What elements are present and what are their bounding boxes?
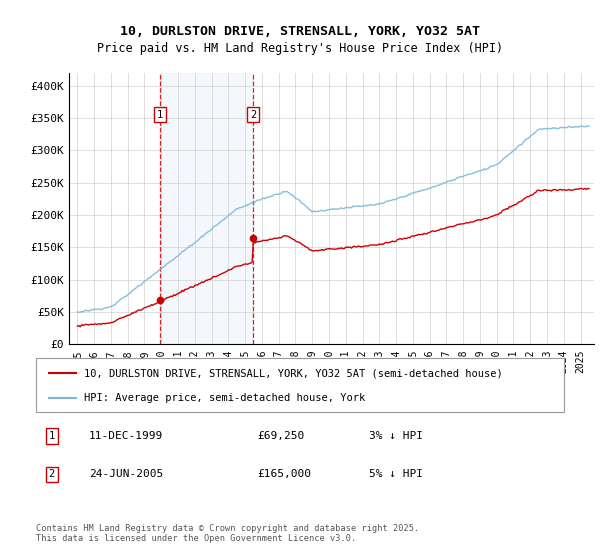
Text: 5% ↓ HPI: 5% ↓ HPI bbox=[368, 469, 422, 479]
Text: 1: 1 bbox=[49, 431, 55, 441]
Text: 3% ↓ HPI: 3% ↓ HPI bbox=[368, 431, 422, 441]
Text: 24-JUN-2005: 24-JUN-2005 bbox=[89, 469, 163, 479]
Text: 10, DURLSTON DRIVE, STRENSALL, YORK, YO32 5AT (semi-detached house): 10, DURLSTON DRIVE, STRENSALL, YORK, YO3… bbox=[83, 368, 502, 379]
Text: Price paid vs. HM Land Registry's House Price Index (HPI): Price paid vs. HM Land Registry's House … bbox=[97, 42, 503, 55]
Text: 2: 2 bbox=[49, 469, 55, 479]
Text: 10, DURLSTON DRIVE, STRENSALL, YORK, YO32 5AT: 10, DURLSTON DRIVE, STRENSALL, YORK, YO3… bbox=[120, 25, 480, 38]
Text: £165,000: £165,000 bbox=[258, 469, 312, 479]
Text: 1: 1 bbox=[157, 110, 163, 120]
Text: 2: 2 bbox=[250, 110, 256, 120]
Text: 11-DEC-1999: 11-DEC-1999 bbox=[89, 431, 163, 441]
Text: Contains HM Land Registry data © Crown copyright and database right 2025.
This d: Contains HM Land Registry data © Crown c… bbox=[36, 524, 419, 543]
Bar bbox=[160, 73, 253, 344]
FancyBboxPatch shape bbox=[36, 358, 564, 412]
Text: HPI: Average price, semi-detached house, York: HPI: Average price, semi-detached house,… bbox=[83, 393, 365, 403]
Text: £69,250: £69,250 bbox=[258, 431, 305, 441]
